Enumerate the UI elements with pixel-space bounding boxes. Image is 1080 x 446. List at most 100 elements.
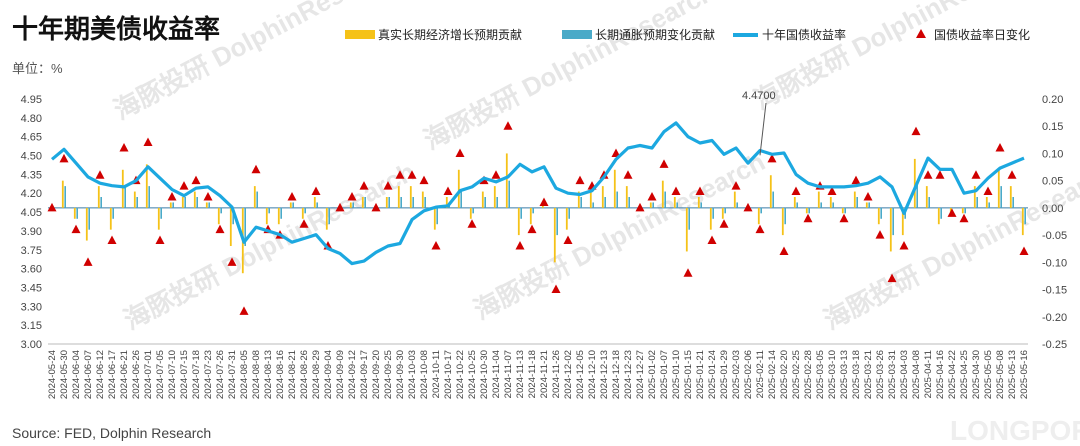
source-note: Source: FED, Dolphin Research [12,425,211,441]
y-right-tick-label: -0.15 [1042,285,1067,297]
legend-swatch-inflation [562,30,592,39]
daily-change-point [983,186,993,196]
bar-real-growth [913,158,916,208]
bar-inflation [856,197,858,208]
bar-real-growth [649,202,652,208]
bar-real-growth [709,207,712,230]
x-tick-label: 2025-01-15 [683,350,694,399]
bar-inflation [700,202,702,208]
daily-change-point [683,268,693,277]
daily-change-point [215,224,225,234]
x-tick-label: 2025-02-28 [803,350,814,399]
y-left-tick-label: 3.60 [21,264,42,276]
x-tick-label: 2025-04-11 [923,350,934,398]
x-tick-label: 2024-12-10 [587,350,598,399]
bar-inflation [688,207,690,230]
x-tick-label: 2025-05-05 [983,350,994,399]
daily-change-point [467,219,477,228]
bar-inflation [364,197,366,208]
daily-change-point [203,192,213,201]
bar-inflation [304,207,306,214]
bar-real-growth [325,207,328,230]
bar-inflation [760,207,762,214]
x-tick-label: 2024-12-23 [623,350,634,399]
x-tick-label: 2024-07-15 [179,350,190,399]
x-tick-label: 2024-12-18 [611,350,622,399]
x-tick-label: 2025-02-20 [779,350,790,399]
bar-real-growth [505,153,508,208]
legend-label-inflation: 长期通胀预期变化贡献 [595,27,715,42]
daily-change-point [287,192,297,201]
y-left-tick-label: 3.90 [21,226,42,238]
x-tick-label: 2024-08-29 [311,350,322,399]
daily-change-point [527,224,537,234]
y-axis-left: 4.95 4.80 4.65 4.50 4.35 4.20 4.05 3.90 3.75 3.60… [21,94,42,351]
bar-real-growth [733,191,736,208]
daily-change-point [155,235,165,245]
bar-inflation [76,207,78,219]
daily-change-point [755,224,765,234]
daily-change-point [515,241,525,250]
daily-change-point [143,137,153,147]
daily-change-point [863,192,873,201]
bar-inflation [88,207,90,230]
daily-change-point [83,257,93,266]
bar-real-growth [61,180,64,208]
bar-inflation [196,197,198,208]
bar-inflation [424,197,426,208]
bar-inflation [484,197,486,208]
bar-real-growth [265,207,268,225]
y-axis-right: 0.20 0.15 0.10 0.05 0.00 -0.05 -0.10 -0.15 -0.20… [1042,94,1067,351]
x-tick-label: 2025-01-21 [695,350,706,399]
x-tick-label: 2024-07-01 [143,350,154,399]
y-right-tick-label: -0.20 [1042,312,1067,324]
x-tick-label: 2024-10-11 [431,350,442,398]
x-tick-label: 2024-06-17 [107,350,118,399]
daily-change-point [827,186,837,196]
bar-inflation [604,197,606,208]
daily-change-point [503,121,513,130]
daily-change-point [191,175,201,185]
x-tick-label: 2024-08-05 [239,350,250,399]
daily-change-point [899,241,909,250]
daily-change-point [251,164,261,174]
daily-change-point [695,186,705,196]
bar-inflation [1024,207,1026,225]
x-tick-label: 2025-02-06 [743,350,754,399]
bar-inflation [148,186,150,208]
bar-inflation [208,202,210,208]
daily-change-point [623,170,633,179]
bar-real-growth [409,186,412,208]
annotation-label: 4.4700 [742,90,776,102]
bar-real-growth [181,197,184,208]
daily-change-point [71,224,81,234]
bar-inflation [436,207,438,225]
x-tick-label: 2024-11-04 [491,349,502,398]
daily-change-point [551,284,561,294]
bar-real-growth [577,191,580,208]
bar-real-growth [973,186,976,208]
daily-change-point [1019,246,1029,255]
daily-change-point [59,153,69,163]
daily-change-point [779,246,789,255]
bar-real-growth [289,202,292,208]
bar-real-growth [565,207,568,230]
contribution-bars [49,153,1026,274]
daily-change-point [443,186,453,196]
daily-change-point [575,175,585,185]
x-tick-label: 2024-05-24 [47,349,58,399]
bar-real-growth [685,207,688,252]
x-tick-label: 2024-08-13 [263,350,274,399]
bar-real-growth [433,207,436,230]
daily-change-point [395,170,405,179]
daily-change-point [911,126,921,136]
x-tick-label: 2025-04-30 [971,350,982,399]
x-tick-label: 2024-09-09 [335,350,346,399]
daily-change-point [875,230,885,239]
bar-inflation [532,207,534,214]
bar-inflation [400,197,402,208]
bar-inflation [292,202,294,208]
bar-inflation [952,207,954,209]
bar-inflation [736,202,738,208]
bar-real-growth [985,197,988,208]
